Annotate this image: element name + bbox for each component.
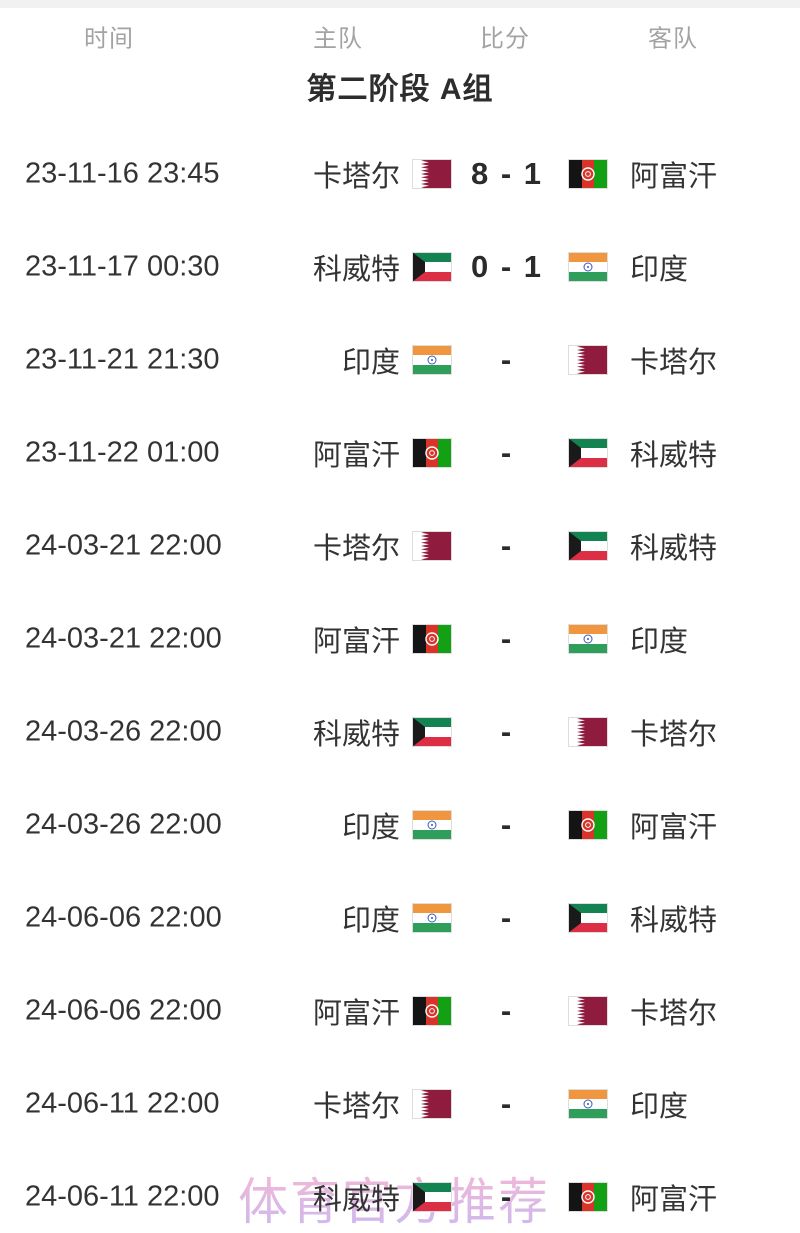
top-divider: [0, 0, 800, 8]
away-team-name: 卡塔尔: [630, 997, 718, 1030]
home-team-name: 卡塔尔: [312, 160, 400, 193]
afghanistan-flag-icon: [568, 1181, 608, 1212]
match-score: -: [500, 1085, 514, 1121]
afghanistan-flag-icon: [412, 995, 452, 1026]
kuwait-flag-icon: [412, 1181, 452, 1212]
home-team-name: 印度: [341, 346, 400, 379]
match-list: 23-11-16 23:45 卡塔尔 8 - 1 阿富汗 23-11-17 00…: [0, 127, 800, 1233]
india-flag-icon: [412, 344, 452, 375]
column-header-home: 主队: [313, 25, 363, 53]
qatar-flag-icon: [568, 716, 608, 747]
qatar-flag-icon: [568, 995, 608, 1026]
column-header-time: 时间: [84, 25, 134, 53]
qatar-flag-icon: [412, 530, 452, 561]
away-team-name: 印度: [630, 625, 689, 658]
afghanistan-flag-icon: [568, 158, 608, 189]
match-time: 23-11-17 00:30: [25, 250, 220, 282]
match-score: -: [500, 992, 514, 1028]
match-row: 24-06-06 22:00 印度 - 科威特: [0, 871, 800, 964]
india-flag-icon: [412, 902, 452, 933]
home-team-name: 科威特: [312, 1183, 400, 1216]
away-team-name: 印度: [630, 1090, 689, 1123]
away-team-name: 阿富汗: [630, 1183, 718, 1216]
match-row: 23-11-22 01:00 阿富汗 - 科威特: [0, 406, 800, 499]
kuwait-flag-icon: [568, 437, 608, 468]
away-team-name: 印度: [630, 253, 689, 286]
match-row: 24-03-26 22:00 科威特 - 卡塔尔: [0, 685, 800, 778]
kuwait-flag-icon: [568, 530, 608, 561]
india-flag-icon: [568, 251, 608, 282]
match-row: 24-03-26 22:00 印度 - 阿富汗: [0, 778, 800, 871]
away-team-name: 卡塔尔: [630, 346, 718, 379]
match-time: 24-06-06 22:00: [25, 994, 222, 1026]
away-team-name: 科威特: [630, 439, 718, 472]
match-row: 24-03-21 22:00 阿富汗 - 印度: [0, 592, 800, 685]
match-score: 0 - 1: [470, 248, 544, 284]
india-flag-icon: [412, 809, 452, 840]
home-team-name: 科威特: [312, 253, 400, 286]
match-time: 23-11-16 23:45: [25, 157, 220, 189]
qatar-flag-icon: [412, 158, 452, 189]
match-score: -: [500, 434, 514, 470]
match-time: 24-06-11 22:00: [25, 1087, 220, 1119]
match-time: 24-03-21 22:00: [25, 529, 222, 561]
match-time: 24-06-06 22:00: [25, 901, 222, 933]
away-team-name: 科威特: [630, 904, 718, 937]
column-header-away: 客队: [648, 25, 698, 53]
afghanistan-flag-icon: [412, 623, 452, 654]
column-header-score: 比分: [480, 25, 530, 53]
section-title: 第二阶段 A组: [306, 73, 494, 106]
match-score: -: [500, 713, 514, 749]
qatar-flag-icon: [412, 1088, 452, 1119]
match-row: 23-11-16 23:45 卡塔尔 8 - 1 阿富汗: [0, 127, 800, 220]
match-score: -: [500, 806, 514, 842]
match-score: -: [500, 341, 514, 377]
table-header: 时间 主队 比分 客队: [0, 0, 800, 60]
match-time: 23-11-22 01:00: [25, 436, 220, 468]
match-row: 24-06-06 22:00 阿富汗 - 卡塔尔: [0, 964, 800, 1057]
match-score: 8 - 1: [470, 155, 544, 191]
qatar-flag-icon: [568, 344, 608, 375]
home-team-name: 卡塔尔: [312, 532, 400, 565]
home-team-name: 阿富汗: [312, 997, 400, 1030]
home-team-name: 印度: [341, 904, 400, 937]
kuwait-flag-icon: [568, 902, 608, 933]
home-team-name: 卡塔尔: [312, 1090, 400, 1123]
india-flag-icon: [568, 623, 608, 654]
away-team-name: 卡塔尔: [630, 718, 718, 751]
india-flag-icon: [568, 1088, 608, 1119]
match-time: 24-03-26 22:00: [25, 715, 222, 747]
match-score: -: [500, 1178, 514, 1214]
afghanistan-flag-icon: [568, 809, 608, 840]
match-time: 24-06-11 22:00: [25, 1180, 220, 1212]
away-team-name: 阿富汗: [630, 160, 718, 193]
match-time: 23-11-21 21:30: [25, 343, 220, 375]
afghanistan-flag-icon: [412, 437, 452, 468]
match-time: 24-03-21 22:00: [25, 622, 222, 654]
match-score: -: [500, 620, 514, 656]
away-team-name: 阿富汗: [630, 811, 718, 844]
home-team-name: 科威特: [312, 718, 400, 751]
home-team-name: 阿富汗: [312, 439, 400, 472]
away-team-name: 科威特: [630, 532, 718, 565]
kuwait-flag-icon: [412, 716, 452, 747]
match-time: 24-03-26 22:00: [25, 808, 222, 840]
match-row: 24-03-21 22:00 卡塔尔 - 科威特: [0, 499, 800, 592]
match-row: 24-06-11 22:00 科威特 - 阿富汗: [0, 1150, 800, 1233]
match-row: 24-06-11 22:00 卡塔尔 - 印度: [0, 1057, 800, 1150]
home-team-name: 阿富汗: [312, 625, 400, 658]
match-row: 23-11-21 21:30 印度 - 卡塔尔: [0, 313, 800, 406]
match-score: -: [500, 899, 514, 935]
kuwait-flag-icon: [412, 251, 452, 282]
home-team-name: 印度: [341, 811, 400, 844]
match-score: -: [500, 527, 514, 563]
match-row: 23-11-17 00:30 科威特 0 - 1 印度: [0, 220, 800, 313]
